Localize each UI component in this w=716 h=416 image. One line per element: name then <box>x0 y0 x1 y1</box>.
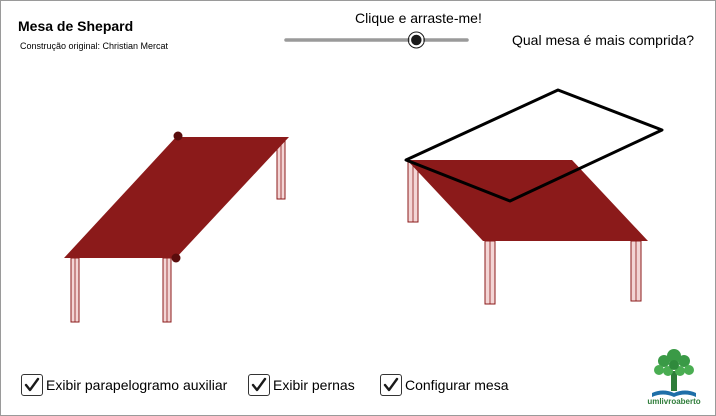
right-table-top <box>407 160 648 241</box>
left-table-vertex-top[interactable] <box>173 131 183 141</box>
checkbox-box[interactable] <box>248 374 270 396</box>
checkbox-box[interactable] <box>380 374 402 396</box>
page-title: Mesa de Shepard <box>18 18 134 34</box>
slider[interactable] <box>284 31 469 49</box>
checkmark-icon <box>383 377 399 392</box>
checkmark-icon <box>24 377 40 392</box>
slider-label: Clique e arraste-me! <box>355 10 482 26</box>
left-table <box>64 131 289 323</box>
left-table-top <box>64 137 289 258</box>
right-table <box>404 88 664 305</box>
checkbox-show-legs[interactable]: Exibir pernas <box>248 374 355 396</box>
checkmark-icon <box>251 377 267 392</box>
checkbox-label[interactable]: Exibir pernas <box>273 377 355 393</box>
logo-icon <box>652 349 696 397</box>
checkbox-configure-table[interactable]: Configurar mesa <box>380 374 509 396</box>
logo: umlivroaberto <box>646 347 702 409</box>
question-text: Qual mesa é mais comprida? <box>512 32 695 48</box>
checkbox-label[interactable]: Exibir parapelogramo auxiliar <box>46 377 228 393</box>
left-table-vertex-bottom[interactable] <box>171 253 181 263</box>
slider-handle[interactable] <box>409 33 424 47</box>
checkbox-box[interactable] <box>21 374 43 396</box>
credit-text: Construção original: Christian Mercat <box>20 41 169 51</box>
slider-handle-ring[interactable] <box>407 31 425 49</box>
auxiliary-parallelogram <box>404 88 664 203</box>
checkbox-label[interactable]: Configurar mesa <box>405 377 509 393</box>
logo-text: umlivroaberto <box>647 397 701 406</box>
checkbox-show-parallelogram[interactable]: Exibir parapelogramo auxiliar <box>21 374 227 396</box>
